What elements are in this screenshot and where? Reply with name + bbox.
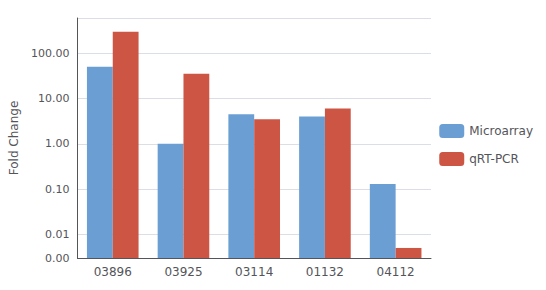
svg-text:100.00: 100.00: [31, 47, 70, 60]
svg-text:01132: 01132: [306, 265, 344, 279]
svg-text:Fold Change: Fold Change: [7, 101, 21, 176]
svg-text:03896: 03896: [94, 265, 132, 279]
svg-text:04112: 04112: [377, 265, 415, 279]
svg-text:10.00: 10.00: [38, 92, 70, 105]
svg-text:0.10: 0.10: [45, 183, 70, 196]
svg-text:0.00: 0.00: [45, 252, 70, 265]
svg-text:0.01: 0.01: [45, 228, 70, 241]
svg-text:1.00: 1.00: [45, 137, 70, 150]
svg-text:Microarray: Microarray: [469, 124, 533, 138]
svg-text:03925: 03925: [164, 265, 202, 279]
svg-text:qRT-PCR: qRT-PCR: [469, 152, 519, 166]
svg-text:03114: 03114: [235, 265, 273, 279]
